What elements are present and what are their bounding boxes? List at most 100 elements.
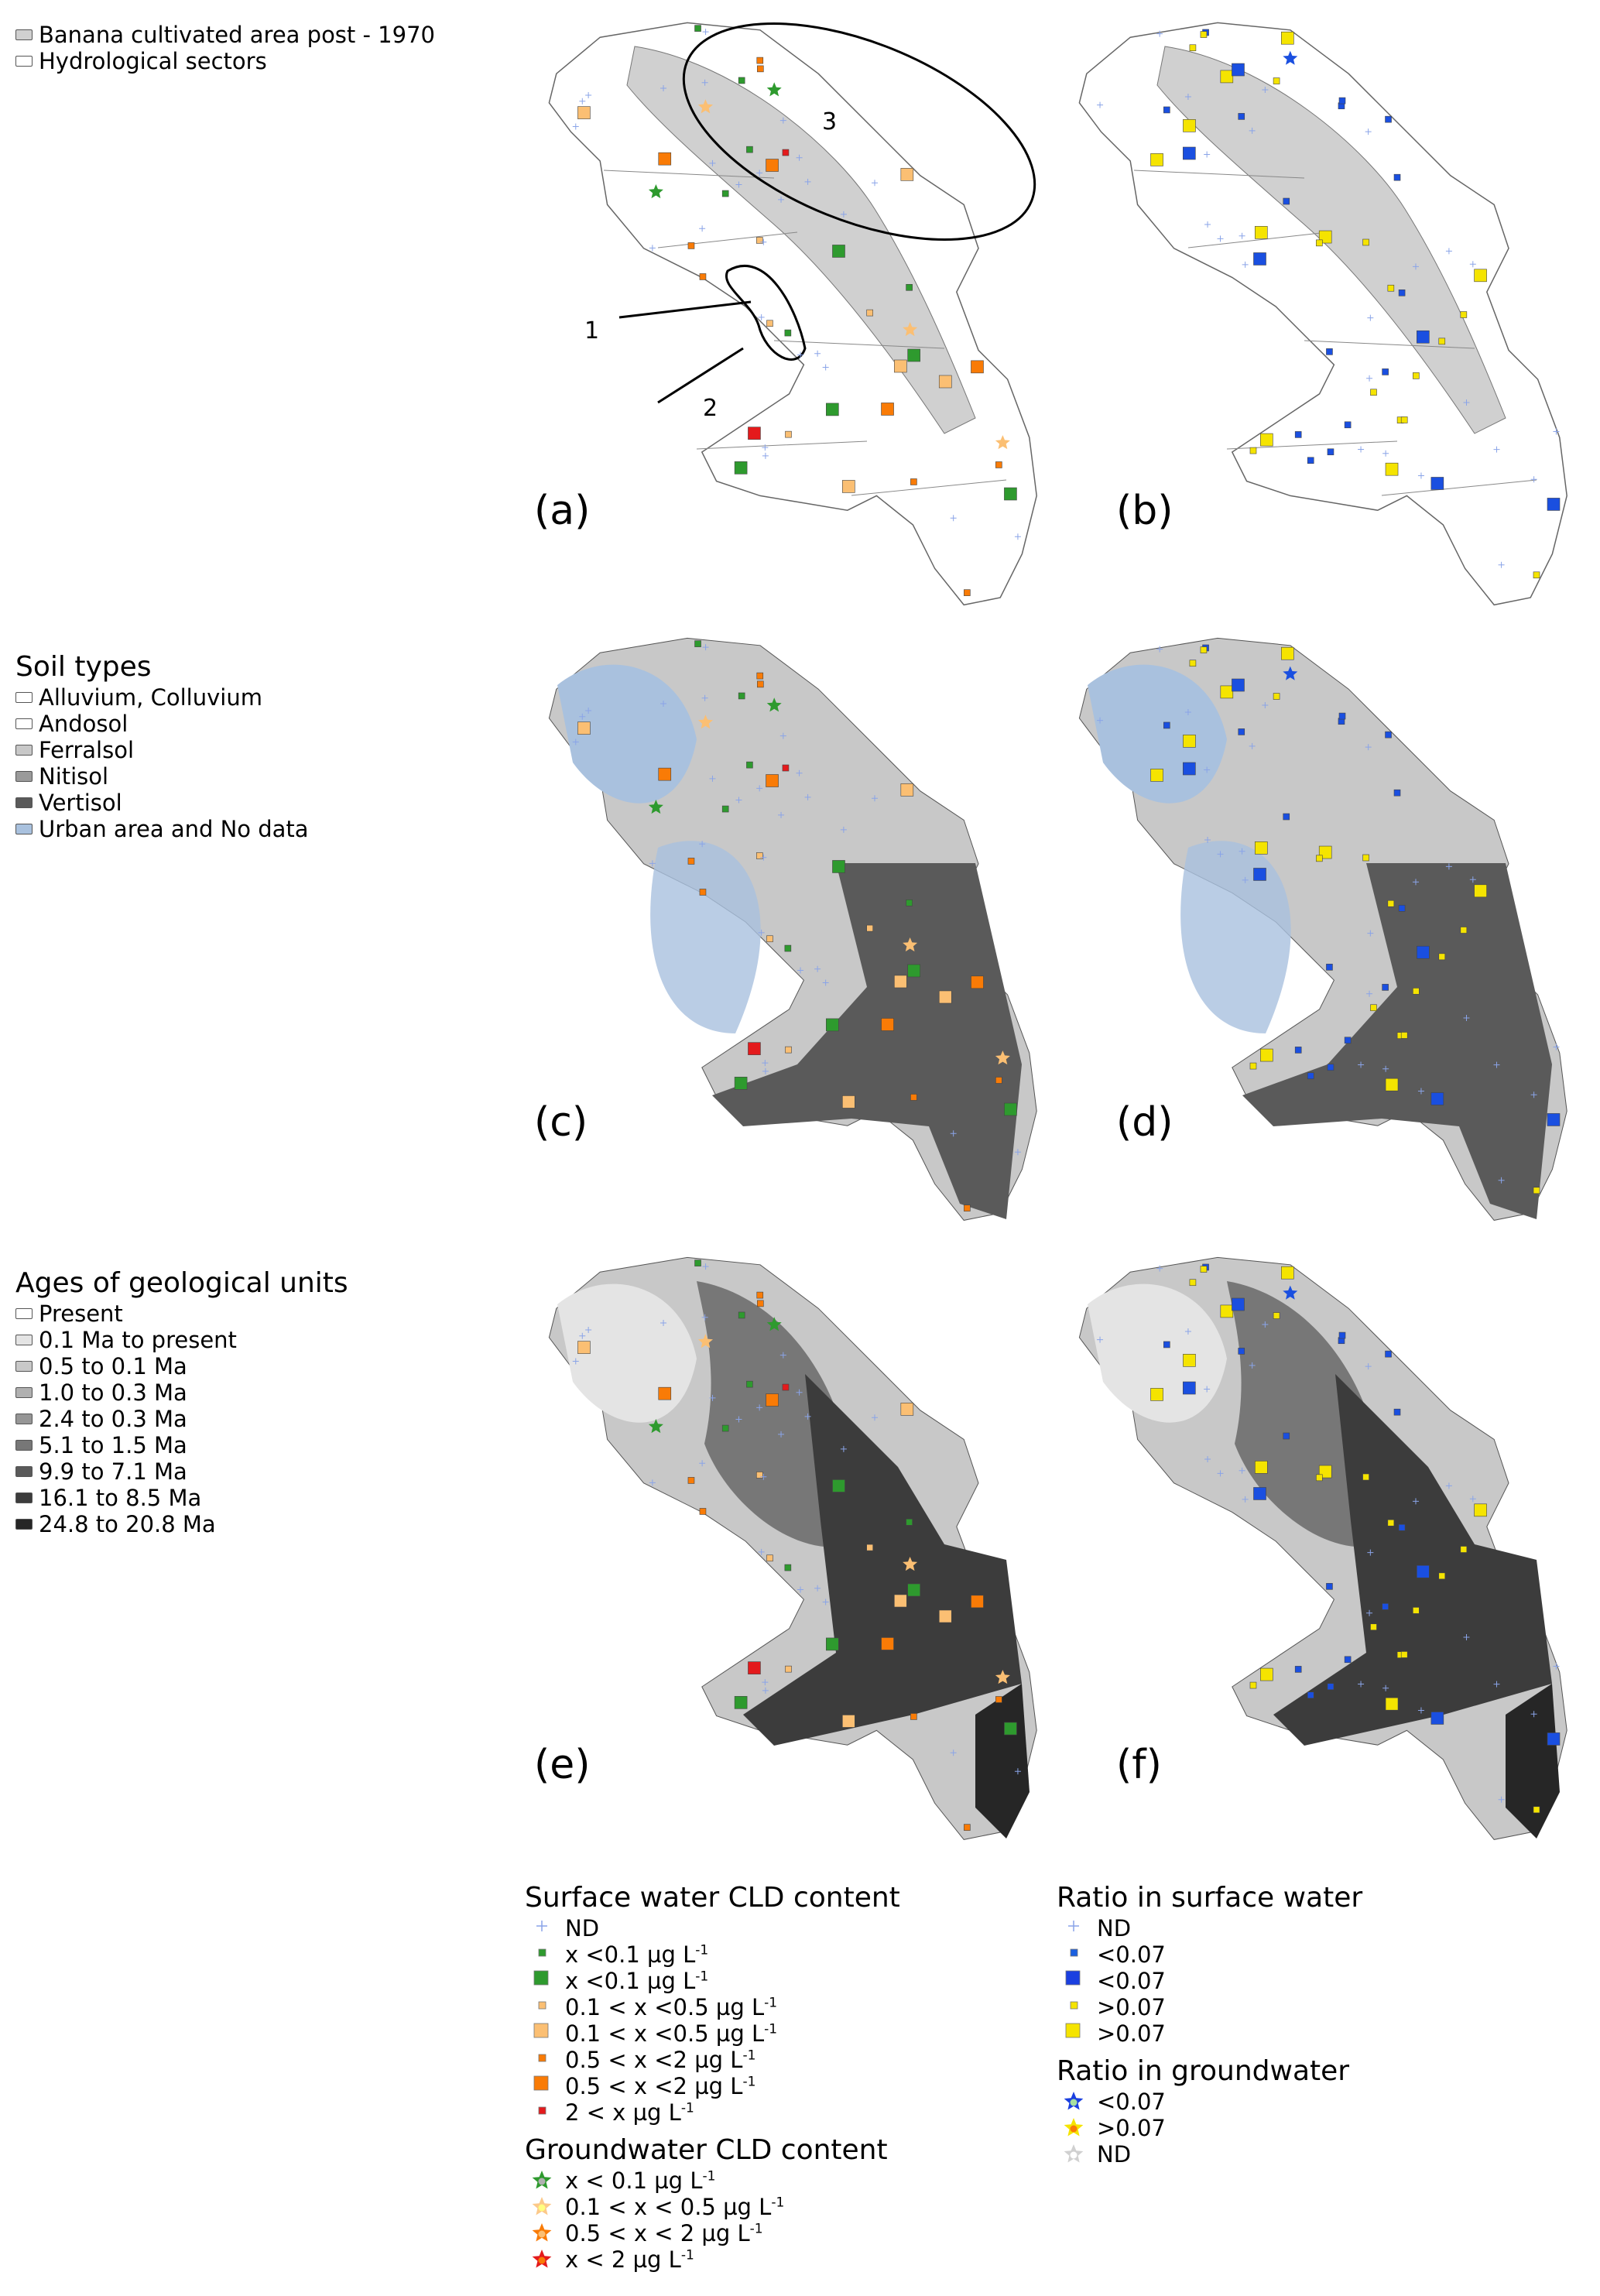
star-icon <box>532 2197 552 2215</box>
surface-water-marker <box>1338 97 1346 105</box>
surface-water-marker <box>1547 1732 1561 1746</box>
legend-item: Alluvium, Colluvium <box>15 684 309 711</box>
surface-water-marker <box>1382 984 1389 991</box>
surface-water-marker <box>1533 1806 1540 1814</box>
nd-marker <box>950 1749 957 1756</box>
legend-symbol <box>525 1917 559 1940</box>
surface-water-marker <box>1460 1546 1468 1553</box>
legend-item-banana: Banana cultivated area post - 1970 <box>15 22 435 48</box>
legend-label: 0.5 < x < 2 µg L-1 <box>565 2220 763 2246</box>
legend-label: x < 2 µg L-1 <box>565 2246 694 2273</box>
nd-marker <box>702 1263 709 1270</box>
nd-marker <box>1262 86 1269 93</box>
arrows <box>618 300 752 404</box>
surface-water-marker <box>1326 1583 1333 1590</box>
nd-marker <box>1239 232 1245 239</box>
surface-water-marker <box>1385 1078 1399 1091</box>
legend-label: Andosol <box>39 711 128 737</box>
legend-symbol <box>525 2195 559 2219</box>
panel-label-d: (d) <box>1116 1099 1173 1146</box>
legend-label: >0.07 <box>1097 1994 1166 2020</box>
surface-water-marker <box>766 935 773 943</box>
nd-marker <box>1249 1362 1256 1369</box>
surface-water-marker <box>756 57 764 64</box>
nd-marker <box>579 98 586 105</box>
legend-swatch <box>15 1440 33 1451</box>
legend-item: ND <box>1057 2141 1362 2167</box>
legend-label: 0.1 < x <0.5 µg L-1 <box>565 2020 777 2047</box>
nd-marker <box>1553 428 1560 435</box>
surface-water-marker <box>907 348 920 362</box>
surface-water-marker <box>1460 927 1468 934</box>
nd-marker <box>1156 1265 1163 1272</box>
surface-water-marker <box>782 764 790 772</box>
surface-water-marker <box>1385 1350 1392 1358</box>
nd-marker <box>1262 1321 1269 1328</box>
nd-marker <box>760 238 767 245</box>
groundwater-marker <box>1283 50 1298 65</box>
surface-water-marker <box>687 242 695 249</box>
legend-unit: -1 <box>695 1969 709 1985</box>
surface-water-marker <box>900 1403 914 1416</box>
surface-water-marker <box>842 1095 855 1109</box>
legend-item: ND <box>525 1915 900 1941</box>
annotation-1: 1 <box>584 317 600 344</box>
nd-marker <box>1445 248 1452 255</box>
nd-marker <box>1530 476 1537 483</box>
legend-item: Present <box>15 1300 348 1327</box>
nd-marker <box>649 245 656 252</box>
soil-map <box>548 637 1037 1221</box>
groundwater-marker <box>648 1419 663 1434</box>
legend-text: <0.07 <box>1097 2089 1166 2115</box>
surface-water-marker <box>738 77 745 84</box>
legend-title: Groundwater CLD content <box>525 2134 888 2166</box>
surface-water-marker <box>832 860 845 873</box>
surface-water-marker <box>1417 945 1430 959</box>
surface-water-marker <box>1281 1266 1294 1280</box>
legend-item: 0.5 < x <2 µg L-1 <box>525 2073 900 2099</box>
star-icon <box>1064 2144 1084 2163</box>
surface-water-marker <box>1474 884 1487 898</box>
legend-label: Present <box>39 1300 123 1327</box>
surface-water-marker <box>1004 487 1017 501</box>
surface-water-marker <box>687 1477 695 1484</box>
legend-label: 2.4 to 0.3 Ma <box>39 1406 187 1432</box>
surface-water-marker <box>757 65 764 73</box>
surface-water-marker <box>842 480 855 493</box>
legend-item: x <0.1 µg L-1 <box>525 1941 900 1968</box>
legend-text: x < 2 µg L <box>565 2246 681 2273</box>
surface-water-marker <box>1249 1681 1257 1689</box>
legend-item: x < 2 µg L-1 <box>525 2246 900 2273</box>
surface-water-marker <box>1283 197 1290 205</box>
nd-marker <box>1014 1149 1021 1156</box>
nd-marker <box>1463 399 1470 406</box>
nd-marker <box>822 979 829 986</box>
surface-water-marker <box>782 149 790 156</box>
nd-marker <box>762 1687 769 1694</box>
surface-water-marker <box>1316 855 1323 862</box>
surface-water-marker <box>971 1595 984 1609</box>
small-square-icon <box>1070 2001 1078 2010</box>
nd-marker <box>1014 533 1021 540</box>
surface-water-marker <box>1327 1064 1334 1071</box>
nd-marker <box>1493 1681 1500 1688</box>
soil-map <box>1078 637 1567 1221</box>
nd-marker <box>1365 744 1372 751</box>
small-square-icon <box>538 1948 546 1957</box>
surface-water-marker <box>894 359 907 373</box>
legend-text: <0.07 <box>1097 1968 1166 1994</box>
nd-marker <box>1417 472 1424 479</box>
geology-map <box>1078 1256 1567 1840</box>
nd-marker <box>797 351 804 358</box>
nd-marker <box>758 929 765 936</box>
nd-marker <box>778 811 785 818</box>
nd-marker <box>762 444 769 451</box>
nd-marker <box>701 694 708 701</box>
nd-marker <box>950 1130 957 1137</box>
nd-marker <box>1382 1684 1389 1691</box>
surface-water-marker <box>782 1383 790 1391</box>
legend-symbol <box>525 2075 559 2098</box>
legend-item: >0.07 <box>1057 2115 1362 2141</box>
surface-water-marker <box>1273 1312 1280 1319</box>
nd-marker <box>1493 446 1500 453</box>
